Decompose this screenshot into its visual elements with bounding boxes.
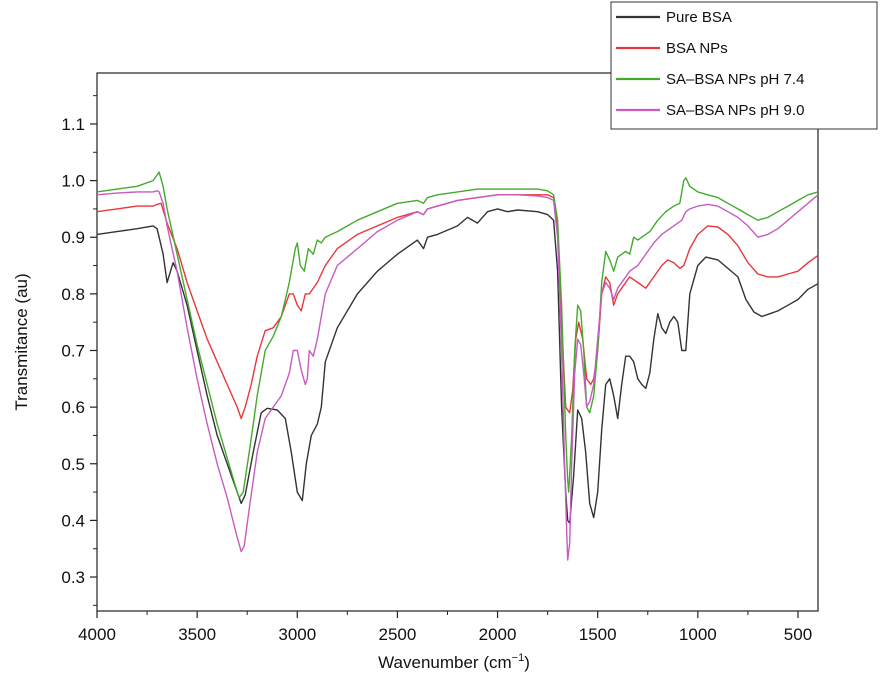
y-tick-label: 0.8 [61, 285, 85, 304]
y-tick-label: 0.7 [61, 341, 85, 360]
x-tick-label: 4000 [78, 625, 116, 644]
x-tick-label: 2000 [479, 625, 517, 644]
series-layer [96, 171, 819, 561]
y-tick-label: 1.1 [61, 115, 85, 134]
x-tick-label: 1500 [579, 625, 617, 644]
y-tick-label: 0.3 [61, 568, 85, 587]
x-tick-label: 1000 [679, 625, 717, 644]
y-tick-label: 0.9 [61, 228, 85, 247]
x-axis-label-superscript: −1 [512, 652, 525, 664]
x-axis: 4000 3500 3000 2500 2000 1500 1000 500 [78, 611, 812, 644]
legend-label-1: Pure BSA [666, 9, 732, 26]
y-axis-label: Transmitance (au) [12, 273, 31, 410]
series-line-1 [96, 208, 819, 524]
legend-label-4: SA–BSA NPs pH 9.0 [666, 102, 804, 119]
x-tick-label: 500 [784, 625, 812, 644]
series-line-2 [96, 194, 819, 420]
y-tick-label: 0.6 [61, 398, 85, 417]
x-tick-label: 3000 [278, 625, 316, 644]
x-tick-label: 3500 [178, 625, 216, 644]
legend-label-2: BSA NPs [666, 40, 728, 57]
legend-label-3: SA–BSA NPs pH 7.4 [666, 71, 804, 88]
y-tick-label: 0.4 [61, 511, 85, 530]
y-tick-label: 0.5 [61, 455, 85, 474]
legend-box [610, 1, 878, 130]
x-axis-label-suffix: ) [524, 653, 530, 672]
x-tick-label: 2500 [379, 625, 417, 644]
x-axis-label: Wavenumber (cm−1) [378, 652, 530, 672]
series-line-4 [96, 190, 819, 561]
y-axis: 0.3 0.4 0.5 0.6 0.7 0.8 0.9 1.0 1.1 [61, 95, 97, 606]
legend: Pure BSA BSA NPs SA–BSA NPs pH 7.4 SA–BSA N… [610, 1, 878, 130]
series-line-3 [96, 171, 819, 499]
y-tick-label: 1.0 [61, 172, 85, 191]
x-axis-label-main: Wavenumber (cm [378, 653, 512, 672]
plot-area-frame [96, 72, 819, 612]
